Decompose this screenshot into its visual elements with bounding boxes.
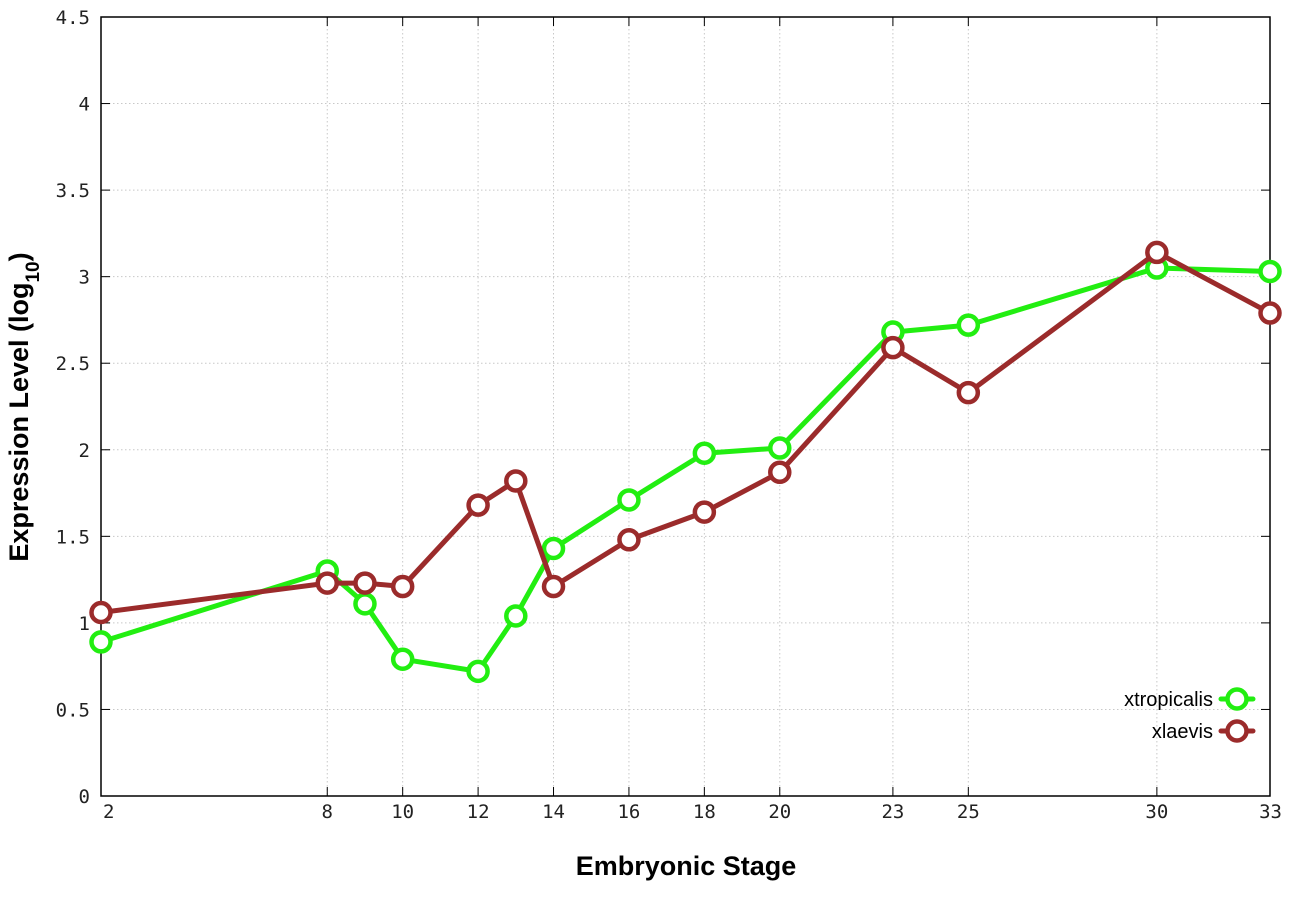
x-tick-label: 20 [768,801,791,823]
x-tick-label: 25 [957,801,980,823]
data-point-xlaevis [89,600,113,625]
x-tick-label: 12 [467,801,490,823]
y-tick-label: 2.5 [56,353,90,375]
data-point-xtropicalis [956,313,981,337]
x-tick-label: 14 [542,801,565,823]
x-tick-label: 23 [881,801,904,823]
data-point-xlaevis [881,335,905,360]
x-tick-label: 8 [322,801,333,823]
data-point-xlaevis [768,460,792,485]
y-tick-label: 1 [79,613,90,635]
legend: xtropicalis xlaevis [1124,687,1256,743]
data-point-xlaevis [504,469,528,493]
data-point-xlaevis [1145,240,1169,265]
y-tick-label: 4 [79,94,90,116]
data-point-xtropicalis [466,659,490,684]
series-group [89,240,1282,684]
data-point-xtropicalis [541,536,566,561]
y-axis-ticks: 0 0.5 1 1.5 2 2.5 3 3.5 4 4.5 [56,7,1270,808]
y-tick-label: 3 [79,267,90,289]
data-point-xlaevis [956,380,981,405]
data-point-xlaevis [353,571,377,595]
legend-marker-xlaevis [1225,719,1249,743]
data-point-xlaevis [1258,301,1282,325]
y-tick-label: 0 [79,786,90,808]
data-point-xlaevis [315,571,340,595]
series-line-xlaevis [98,249,1273,615]
y-axis-label-subscript: 10 [23,261,44,282]
legend-label-xlaevis: xlaevis [1152,721,1213,743]
series-xtropicalis [89,256,1282,684]
series-line-xtropicalis [98,265,1273,674]
y-tick-label: 3.5 [56,180,90,202]
data-point-xtropicalis [617,488,641,512]
legend-label-xtropicalis: xtropicalis [1124,689,1213,711]
y-tick-label: 0.5 [56,699,90,721]
x-tick-label: 30 [1145,801,1168,823]
data-point-xtropicalis [89,630,113,654]
data-point-xtropicalis [390,647,415,671]
y-axis-label: Expression Level (log10) [4,252,44,561]
y-tick-label: 4.5 [56,7,90,29]
y-tick-label: 1.5 [56,526,90,548]
y-axis-label-close: ) [4,252,34,261]
x-tick-label: 16 [617,801,640,823]
data-point-xlaevis [390,574,415,599]
data-point-xlaevis [466,493,490,517]
data-point-xtropicalis [353,592,377,616]
data-point-xlaevis [541,574,566,599]
x-axis-label: Embryonic Stage [576,851,797,881]
data-point-xtropicalis [692,441,717,465]
data-point-xtropicalis [504,604,528,628]
grid [100,16,1271,797]
plot-frame [100,16,1271,797]
x-tick-label: 18 [693,801,716,823]
x-tick-label: 2 [103,801,114,823]
y-tick-label: 2 [79,440,90,462]
y-axis-label-main: Expression Level (log [4,283,34,562]
x-tick-label: 10 [391,801,414,823]
data-point-xlaevis [692,500,717,524]
data-point-xtropicalis [1258,259,1282,284]
data-point-xtropicalis [768,436,792,460]
x-tick-label: 33 [1259,801,1282,823]
legend-marker-xtropicalis [1225,687,1249,711]
series-xlaevis [89,240,1282,625]
x-axis-ticks: 2 8 10 12 14 16 18 20 23 25 30 33 [100,17,1282,823]
data-point-xlaevis [617,528,641,552]
